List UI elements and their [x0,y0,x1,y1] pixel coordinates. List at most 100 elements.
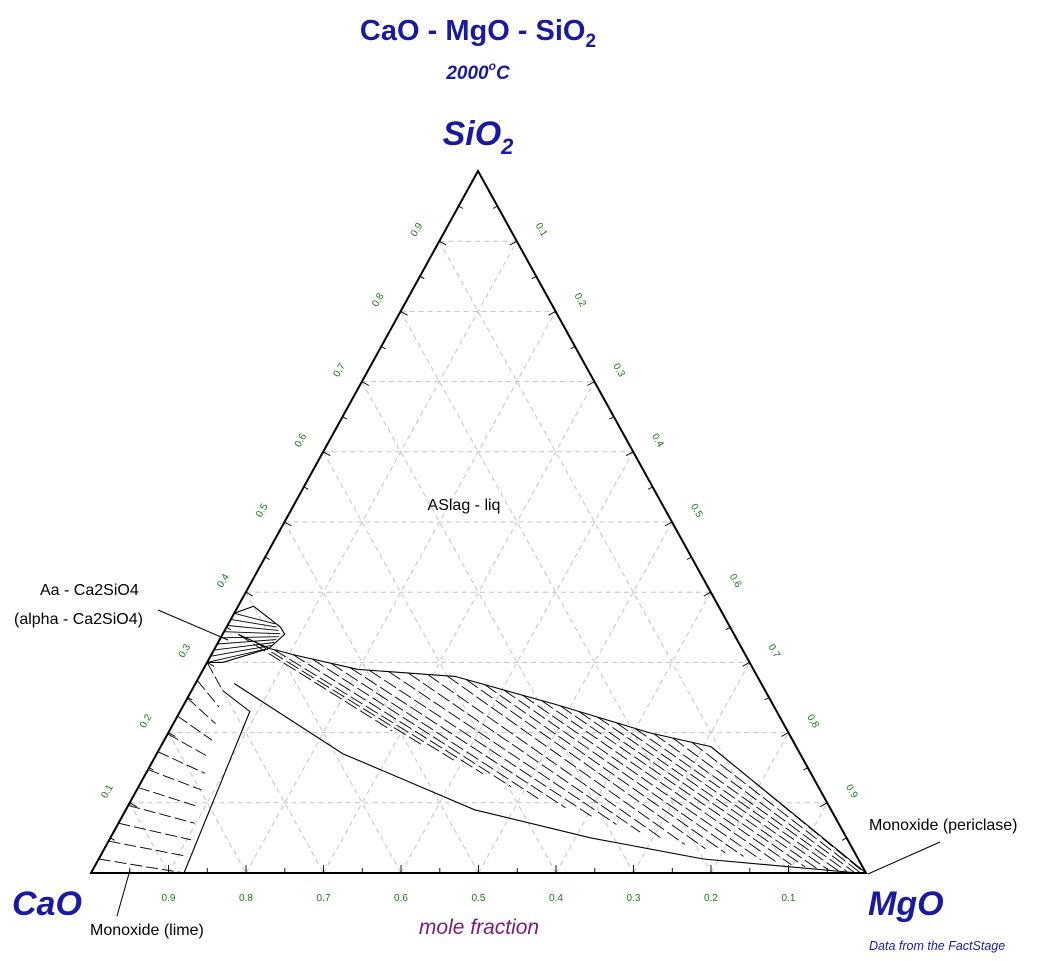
phase-regions [98,605,867,874]
tie-line-lime [157,751,206,774]
tie-line [255,642,424,747]
tick-mark-right [625,451,634,457]
tie-line-ca2sio4 [207,647,270,663]
tie-line-lime [137,787,199,808]
tick-mark-left [245,591,254,597]
tick-label-left: 0.3 [177,642,194,660]
tick-label-right: 0.9 [843,783,860,801]
phase-label-lime: Monoxide (lime) [90,922,204,939]
grid-line [129,802,169,874]
tick-label-left: 0.1 [99,782,116,800]
grid-lines [129,240,828,874]
tie-line [311,658,512,788]
tie-line [597,716,818,870]
tick-label-right: 0.4 [649,432,666,450]
tick-mark-left [439,240,447,246]
tie-line-ca2sio4 [227,625,279,631]
tie-line [388,671,617,825]
tick-label-bottom: 0.4 [549,893,563,904]
boundary-liquidus [237,633,712,748]
phase-label-aslag-liq: ASlag - liq [428,497,501,514]
tick-label-left: 0.7 [331,361,348,379]
tie-line [484,684,726,854]
tie-line-lime [187,697,216,725]
tie-line [465,679,706,850]
grid-line [361,381,634,874]
tick-label-left: 0.5 [254,502,271,520]
tick-label-left: 0.9 [409,221,426,239]
tie-line-lime [147,769,202,791]
tick-label-bottom: 0.3 [627,893,641,904]
tie-line [330,662,539,799]
tie-line-ca2sio4 [223,631,281,635]
grid-line [206,662,324,874]
leader-lime [116,869,131,917]
grid-line [438,240,789,874]
tie-line-lime [98,858,185,874]
grid-line [284,521,479,874]
tie-line [349,667,566,809]
tie-line-lime [118,822,192,841]
tie-line-ca2sio4 [213,642,274,651]
tie-line-lime [128,804,195,824]
tick-mark-left [400,311,408,316]
tick-label-left: 0.2 [138,712,155,730]
tie-line [578,711,806,868]
tie-line [541,700,777,863]
tie-line [503,689,744,857]
tie-line-ca2sio4 [210,644,272,657]
tie-line-ca2sio4 [220,636,279,639]
tie-line [559,705,792,866]
tick-label-right: 0.3 [610,362,627,380]
tie-line [292,654,484,775]
tie-line-ca2sio4 [217,639,277,645]
tie-line [672,737,855,873]
tick-mark-left [361,381,370,386]
data-credit: Data from the FactStage [869,939,1005,953]
tie-line [616,722,829,871]
boundary-lime-periclase [183,690,251,874]
phase-label-alpha-ca2sio4: (alpha - Ca2SiO4) [14,611,143,628]
tie-line-lime [108,840,188,857]
tie-line [237,633,393,732]
tick-label-bottom: 0.9 [162,893,176,904]
region-ca2sio4 [206,605,286,663]
grid-line [633,662,751,874]
tick-mark-right [587,381,595,386]
tie-line [634,728,839,871]
grid-line [245,311,557,874]
tie-line [446,675,685,845]
tie-line [653,733,847,872]
tick-marks [110,205,847,873]
tick-label-right: 0.7 [766,642,783,660]
tick-label-right: 0.5 [688,502,705,520]
chart-subtitle: 2000oC [445,59,510,84]
grid-line [168,240,518,874]
tie-line-lime [206,662,223,691]
tick-label-left: 0.8 [370,291,387,309]
vertex-label-sio2: SiO2 [443,115,515,159]
tick-mark-right [781,732,789,737]
tick-mark-left [129,802,137,808]
tick-mark-left [322,451,331,457]
tick-mark-left [284,521,292,527]
grid-line [478,521,673,874]
tick-label-left: 0.6 [293,431,310,449]
tick-label-right: 0.8 [804,713,821,731]
tick-mark-right [742,662,750,667]
tie-line [691,741,861,873]
leader-periclase [867,841,941,875]
x-axis-label: mole fraction [419,916,539,939]
vertex-label-mgo: MgO [868,885,944,923]
tick-label-right: 0.2 [572,291,589,309]
tie-line [407,672,641,833]
phase-label-periclase: Monoxide (periclase) [869,817,1018,834]
chart-title: CaO - MgO - SiO2 [360,15,596,52]
tie-line-lime [167,733,209,758]
tick-label-bottom: 0.7 [317,893,331,904]
tick-label-bottom: 0.5 [472,893,486,904]
tie-line-ca2sio4 [230,618,277,628]
tick-mark-right [703,591,712,597]
tick-label-bottom: 0.8 [239,893,253,904]
